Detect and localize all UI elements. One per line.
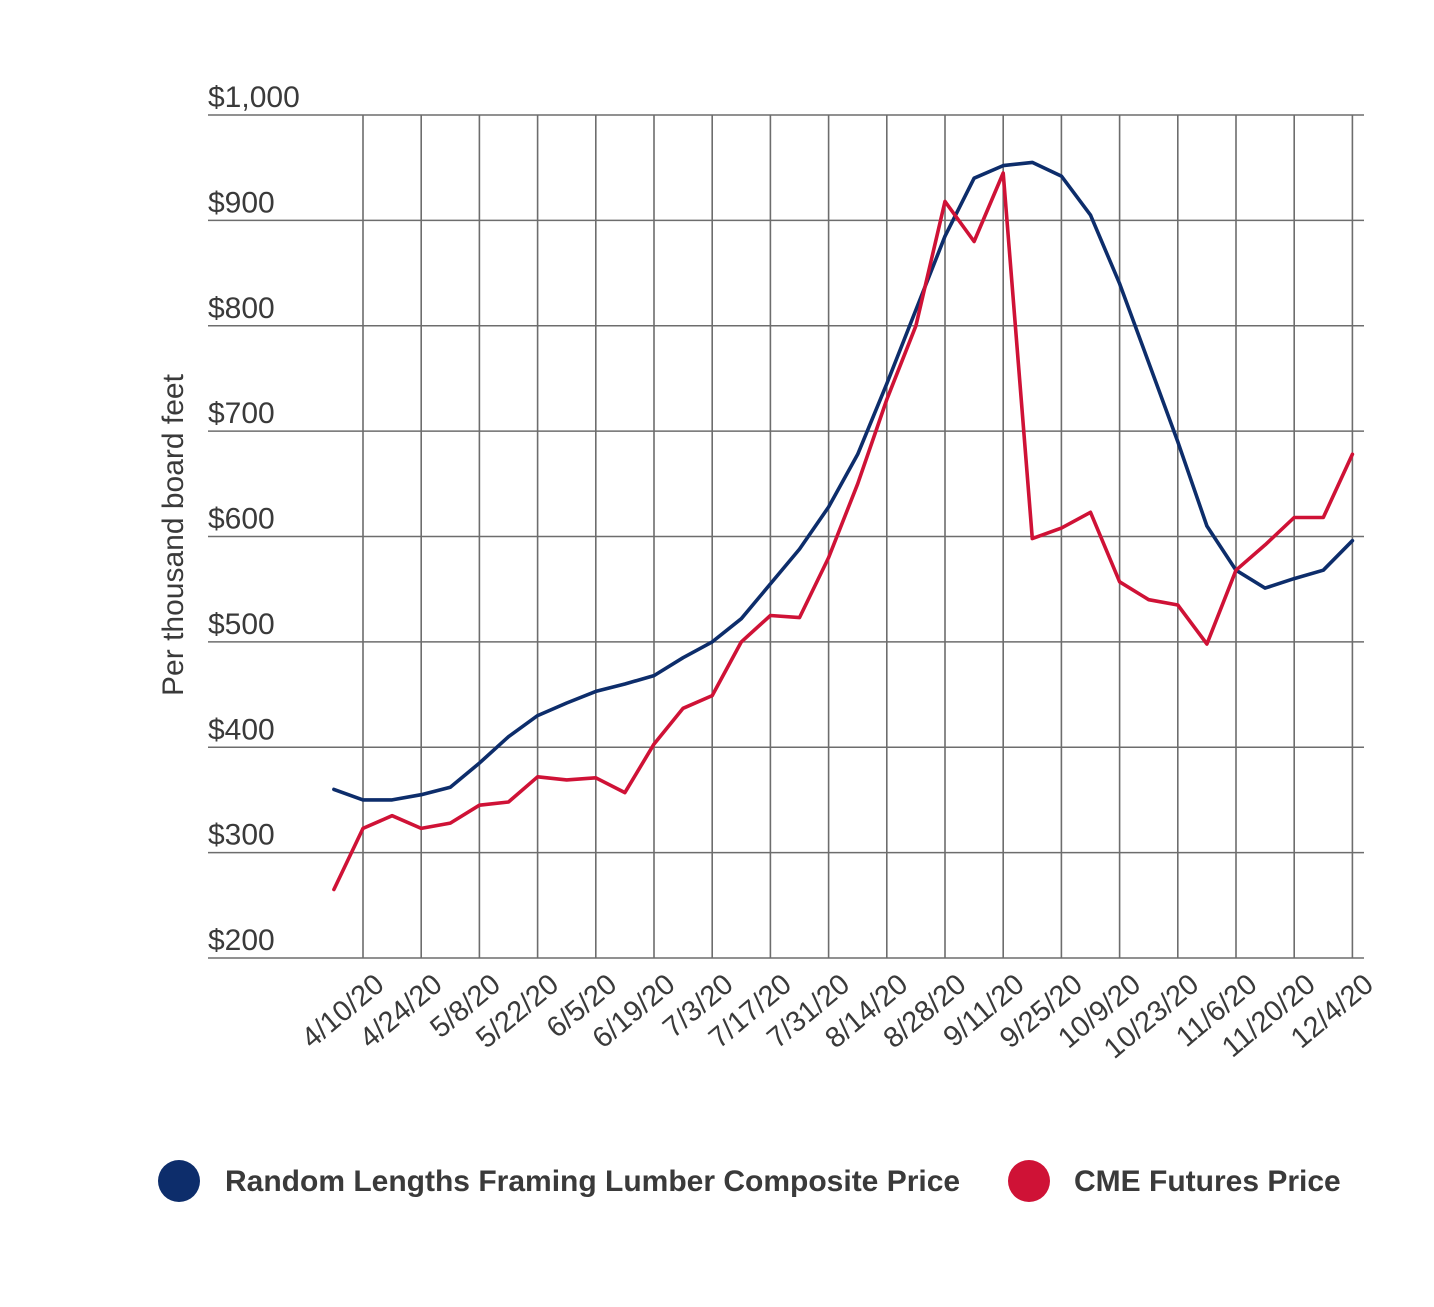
series-lines	[332, 160, 1355, 892]
legend-label: CME Futures Price	[1074, 1165, 1341, 1198]
y-tick-label: $900	[208, 186, 275, 219]
gridlines	[208, 114, 1364, 959]
legend-swatch	[1008, 1160, 1050, 1202]
y-tick-label: $600	[208, 503, 275, 536]
legend-swatch	[158, 1160, 200, 1202]
y-axis-ticks: $200 $300 $400 $500 $600 $700 $800 $900 $1,000	[208, 81, 300, 957]
y-tick-label: $700	[208, 397, 275, 430]
series-line-cme-futures	[332, 171, 1355, 892]
series-line-random-lengths	[332, 160, 1355, 802]
legend: Random Lengths Framing Lumber Composite …	[158, 1160, 1341, 1202]
y-tick-label: $300	[208, 819, 275, 852]
y-tick-label: $200	[208, 924, 275, 957]
y-tick-label: $500	[208, 608, 275, 641]
y-tick-label: $1,000	[208, 81, 300, 114]
legend-label: Random Lengths Framing Lumber Composite …	[225, 1165, 960, 1198]
y-axis-label: Per thousand board feet	[157, 373, 190, 696]
y-tick-label: $800	[208, 292, 275, 325]
x-axis-ticks: 4/10/204/24/205/8/205/22/206/5/206/19/20…	[296, 968, 1380, 1065]
y-tick-label: $400	[208, 713, 275, 746]
